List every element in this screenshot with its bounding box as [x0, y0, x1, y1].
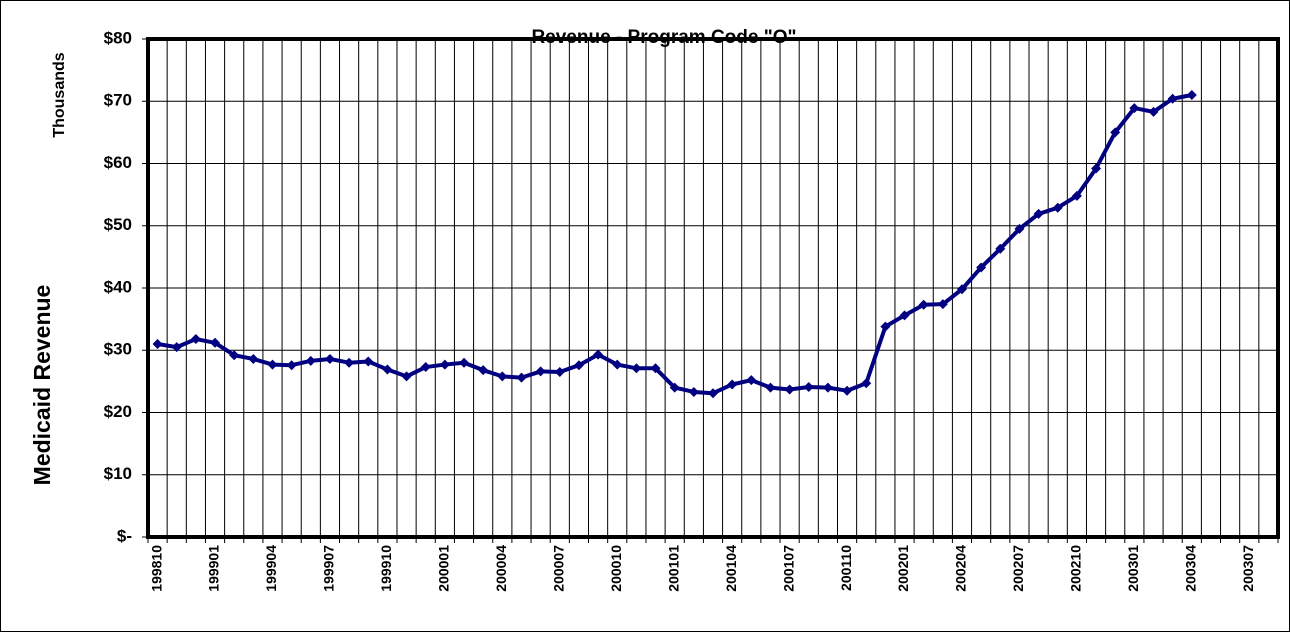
data-point: [1033, 208, 1044, 219]
x-tick-label: 200104: [723, 545, 739, 592]
x-tick-label: 200001: [436, 545, 452, 592]
data-point: [1014, 223, 1025, 234]
data-point: [248, 353, 259, 364]
data-point: [363, 356, 374, 367]
y-tick-label: $80: [104, 28, 132, 47]
y-tick-label: $10: [104, 464, 132, 483]
y-tick-label: $-: [117, 526, 132, 545]
data-point: [152, 339, 163, 350]
data-point: [1167, 93, 1178, 104]
data-point: [1148, 106, 1159, 117]
data-point: [171, 342, 182, 353]
data-point: [324, 353, 335, 364]
data-point: [842, 385, 853, 396]
data-point: [1091, 163, 1102, 174]
data-point: [210, 337, 221, 348]
x-tick-label: 200004: [493, 545, 509, 592]
data-point: [612, 359, 623, 370]
chart-title: Revenue - Program Code "O": [531, 27, 796, 48]
data-point: [995, 243, 1006, 254]
data-point: [554, 367, 565, 378]
x-tick-label: 199910: [378, 545, 394, 592]
data-point: [956, 284, 967, 295]
data-point: [976, 262, 987, 273]
data-point: [593, 349, 604, 360]
data-point: [918, 299, 929, 310]
data-point: [1110, 127, 1121, 138]
data-point: [880, 321, 891, 332]
x-tick-label: 200101: [665, 545, 681, 592]
x-tick-label: 200110: [838, 545, 854, 591]
y-tick-label: $20: [104, 402, 132, 421]
data-point: [650, 363, 661, 374]
x-tick-label: 200304: [1183, 545, 1199, 592]
data-point: [708, 388, 718, 399]
data-point: [631, 363, 642, 374]
x-tick-label: 200301: [1125, 545, 1141, 592]
data-point: [1129, 103, 1140, 114]
y-tick-label: $60: [104, 153, 132, 172]
x-tick-label: 200007: [550, 545, 566, 592]
data-point: [937, 299, 948, 310]
x-tick-label: 199901: [206, 545, 222, 592]
y-tick-label: $40: [104, 277, 132, 296]
data-point: [535, 366, 546, 377]
data-point: [305, 355, 316, 366]
data-point: [401, 371, 412, 382]
data-point: [784, 384, 795, 395]
data-point: [746, 375, 757, 386]
data-point: [822, 382, 833, 393]
data-point: [573, 360, 584, 371]
data-point: [861, 378, 872, 389]
data-point: [420, 362, 431, 373]
x-tick-label: 200207: [1010, 545, 1026, 592]
x-tick-label: 200201: [895, 545, 911, 592]
data-point: [439, 359, 450, 370]
y-axis-label: Medicaid Revenue: [29, 285, 55, 486]
x-tick-label: 200210: [1068, 545, 1084, 592]
data-point: [1186, 90, 1197, 101]
data-point: [1071, 190, 1082, 201]
data-point: [669, 382, 680, 393]
y-tick-label: $70: [104, 91, 132, 110]
y-unit: Thousands: [51, 52, 68, 137]
x-tick-label: 199907: [321, 545, 337, 592]
x-tick-label: 200307: [1240, 545, 1256, 592]
x-tick-label: 200010: [608, 545, 624, 592]
data-point: [803, 381, 814, 392]
data-point: [899, 310, 910, 321]
data-point: [267, 359, 278, 370]
data-point: [344, 357, 355, 368]
x-tick-label: 200204: [953, 545, 969, 592]
x-tick-label: 199810: [148, 545, 164, 592]
data-point: [190, 334, 201, 345]
data-point: [1052, 202, 1063, 213]
data-point: [688, 386, 699, 397]
data-point: [229, 350, 240, 361]
data-point: [765, 382, 776, 393]
data-point: [497, 371, 508, 382]
data-point: [516, 372, 527, 383]
data-point: [459, 357, 470, 368]
data-point: [478, 365, 489, 376]
data-point: [286, 360, 297, 371]
y-tick-label: $30: [104, 340, 132, 359]
y-tick-label: $50: [104, 215, 132, 234]
x-tick-label: 199904: [263, 545, 279, 592]
data-point: [382, 364, 393, 375]
x-tick-label: 200107: [780, 545, 796, 592]
data-point: [727, 379, 738, 390]
